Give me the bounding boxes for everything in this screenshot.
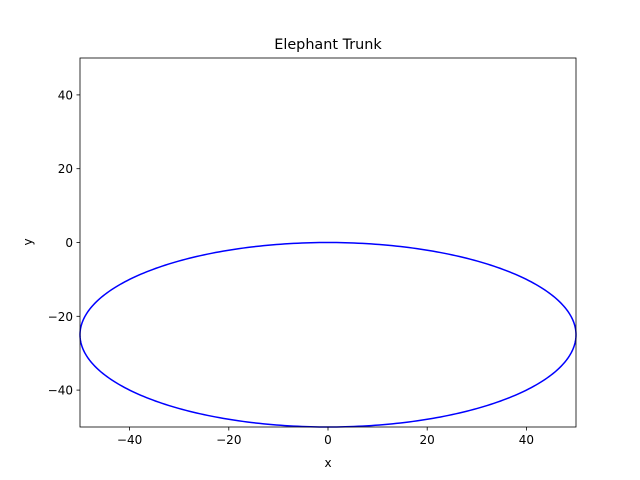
x-tick-label: −20 (216, 433, 241, 447)
x-tick-label: 0 (324, 433, 332, 447)
y-tick-label: −20 (48, 310, 73, 324)
y-tick-label: −40 (48, 384, 73, 398)
chart-title: Elephant Trunk (274, 37, 382, 53)
x-tick-label: −40 (117, 433, 142, 447)
y-axis: −40 −20 0 20 40 (48, 88, 80, 398)
y-tick-label: 0 (65, 236, 73, 250)
x-tick-label: 40 (519, 433, 534, 447)
y-tick-label: 40 (58, 88, 73, 102)
x-axis-label: x (324, 456, 331, 470)
x-tick-label: 20 (420, 433, 435, 447)
y-axis-label: y (21, 238, 35, 245)
x-axis: −40 −20 0 20 40 (117, 427, 534, 447)
y-tick-label: 20 (58, 162, 73, 176)
